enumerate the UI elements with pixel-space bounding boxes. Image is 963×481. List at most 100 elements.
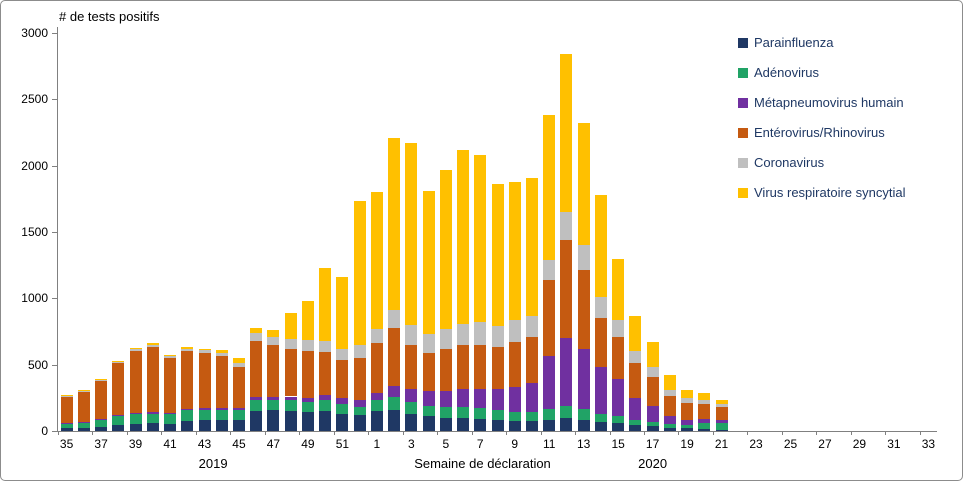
bar-segment — [646, 405, 659, 422]
bar-segment — [250, 327, 263, 334]
bar-segment — [164, 413, 177, 415]
bar-segment — [715, 403, 728, 408]
bar-segment — [543, 259, 556, 281]
bar-segment — [508, 411, 521, 422]
bar-segment — [215, 410, 228, 420]
y-tick-label: 1000 — [21, 291, 48, 306]
bar-segment — [543, 419, 556, 431]
bar-segment — [388, 310, 401, 328]
legend-label: Entérovirus/Rhinovirus — [754, 125, 885, 140]
bar-segment — [457, 388, 470, 408]
bar-segment — [577, 349, 590, 410]
x-tick-mark — [850, 431, 852, 435]
legend-item: Coronavirus — [738, 155, 905, 170]
bar-segment — [60, 423, 73, 429]
bar-segment — [543, 280, 556, 357]
bar-segment — [543, 356, 556, 410]
bar-segment — [146, 412, 159, 414]
x-axis-line — [57, 431, 937, 432]
bar-segment — [77, 427, 90, 431]
bar-segment — [198, 409, 211, 421]
bar-segment — [698, 429, 711, 431]
bar-segment — [267, 396, 280, 400]
bar-segment — [77, 389, 90, 391]
bar-segment — [77, 422, 90, 428]
bar-segment — [95, 379, 108, 382]
x-tick-label: 9 — [511, 437, 519, 451]
bar-segment — [129, 414, 142, 424]
bar-segment — [353, 415, 366, 431]
bar-segment — [77, 391, 90, 422]
bar-segment — [594, 297, 607, 319]
bar-segment — [663, 389, 676, 396]
legend: Parainfluenza Adénovirus Métapneumovirus h… — [738, 35, 905, 215]
bar-segment — [181, 410, 194, 422]
bar-segment — [663, 427, 676, 431]
bar-segment — [284, 396, 297, 401]
bar-segment — [698, 423, 711, 429]
bar-segment — [60, 428, 73, 431]
bar-segment — [181, 351, 194, 410]
y-tick-label: 2500 — [21, 92, 48, 107]
bar-segment — [284, 400, 297, 412]
x-tick-label: 15 — [611, 437, 625, 451]
legend-label: Parainfluenza — [754, 35, 834, 50]
bar-segment — [336, 404, 349, 414]
bar-segment — [267, 409, 280, 431]
bar-segment — [336, 413, 349, 431]
bar-segment — [353, 407, 366, 416]
bar-segment — [267, 344, 280, 397]
bar-segment — [457, 344, 470, 389]
bar-segment — [250, 400, 263, 412]
bar-segment — [164, 423, 177, 431]
x-tick-mark — [712, 431, 714, 435]
bar-segment — [422, 391, 435, 406]
bar-segment — [474, 408, 487, 420]
legend-label: Métapneumovirus humain — [754, 95, 904, 110]
bar-segment — [422, 405, 435, 417]
bar-segment — [457, 418, 470, 431]
bar-segment — [301, 402, 314, 413]
bar-segment — [474, 344, 487, 389]
bar-segment — [439, 417, 452, 431]
x-tick-label: 51 — [335, 437, 350, 451]
bar-segment — [232, 362, 245, 367]
bar-segment — [629, 419, 642, 426]
bar-segment — [370, 400, 383, 412]
legend-swatch-icon — [738, 187, 748, 198]
y-tick-mark — [52, 165, 57, 167]
bar-segment — [301, 397, 314, 403]
bar-segment — [508, 320, 521, 343]
bar-segment — [198, 350, 211, 353]
bar-segment — [698, 419, 711, 424]
x-tick-label: 5 — [442, 437, 450, 451]
bar-segment — [129, 413, 142, 415]
bar-segment — [284, 411, 297, 431]
bar-segment — [284, 348, 297, 397]
bar-segment — [560, 54, 573, 213]
bar-segment — [525, 382, 538, 412]
bar-segment — [663, 395, 676, 417]
bar-segment — [284, 338, 297, 349]
x-tick-label: 45 — [232, 437, 246, 451]
bar-segment — [370, 392, 383, 401]
bar-segment — [612, 319, 625, 337]
bar-segment — [474, 155, 487, 323]
bar-segment — [405, 324, 418, 345]
bar-segment — [491, 420, 504, 431]
bar-segment — [577, 269, 590, 350]
bar-segment — [129, 423, 142, 431]
bar-segment — [267, 336, 280, 345]
bar-segment — [422, 352, 435, 392]
bar-segment — [336, 348, 349, 360]
legend-swatch-icon — [738, 97, 748, 108]
bar-segment — [681, 398, 694, 404]
bar-segment — [560, 239, 573, 339]
bar-segment — [594, 367, 607, 414]
bar-segment — [250, 411, 263, 431]
bar-segment — [77, 421, 90, 423]
bar-segment — [146, 343, 159, 345]
bar-segment — [336, 360, 349, 399]
bar-segment — [215, 356, 228, 409]
